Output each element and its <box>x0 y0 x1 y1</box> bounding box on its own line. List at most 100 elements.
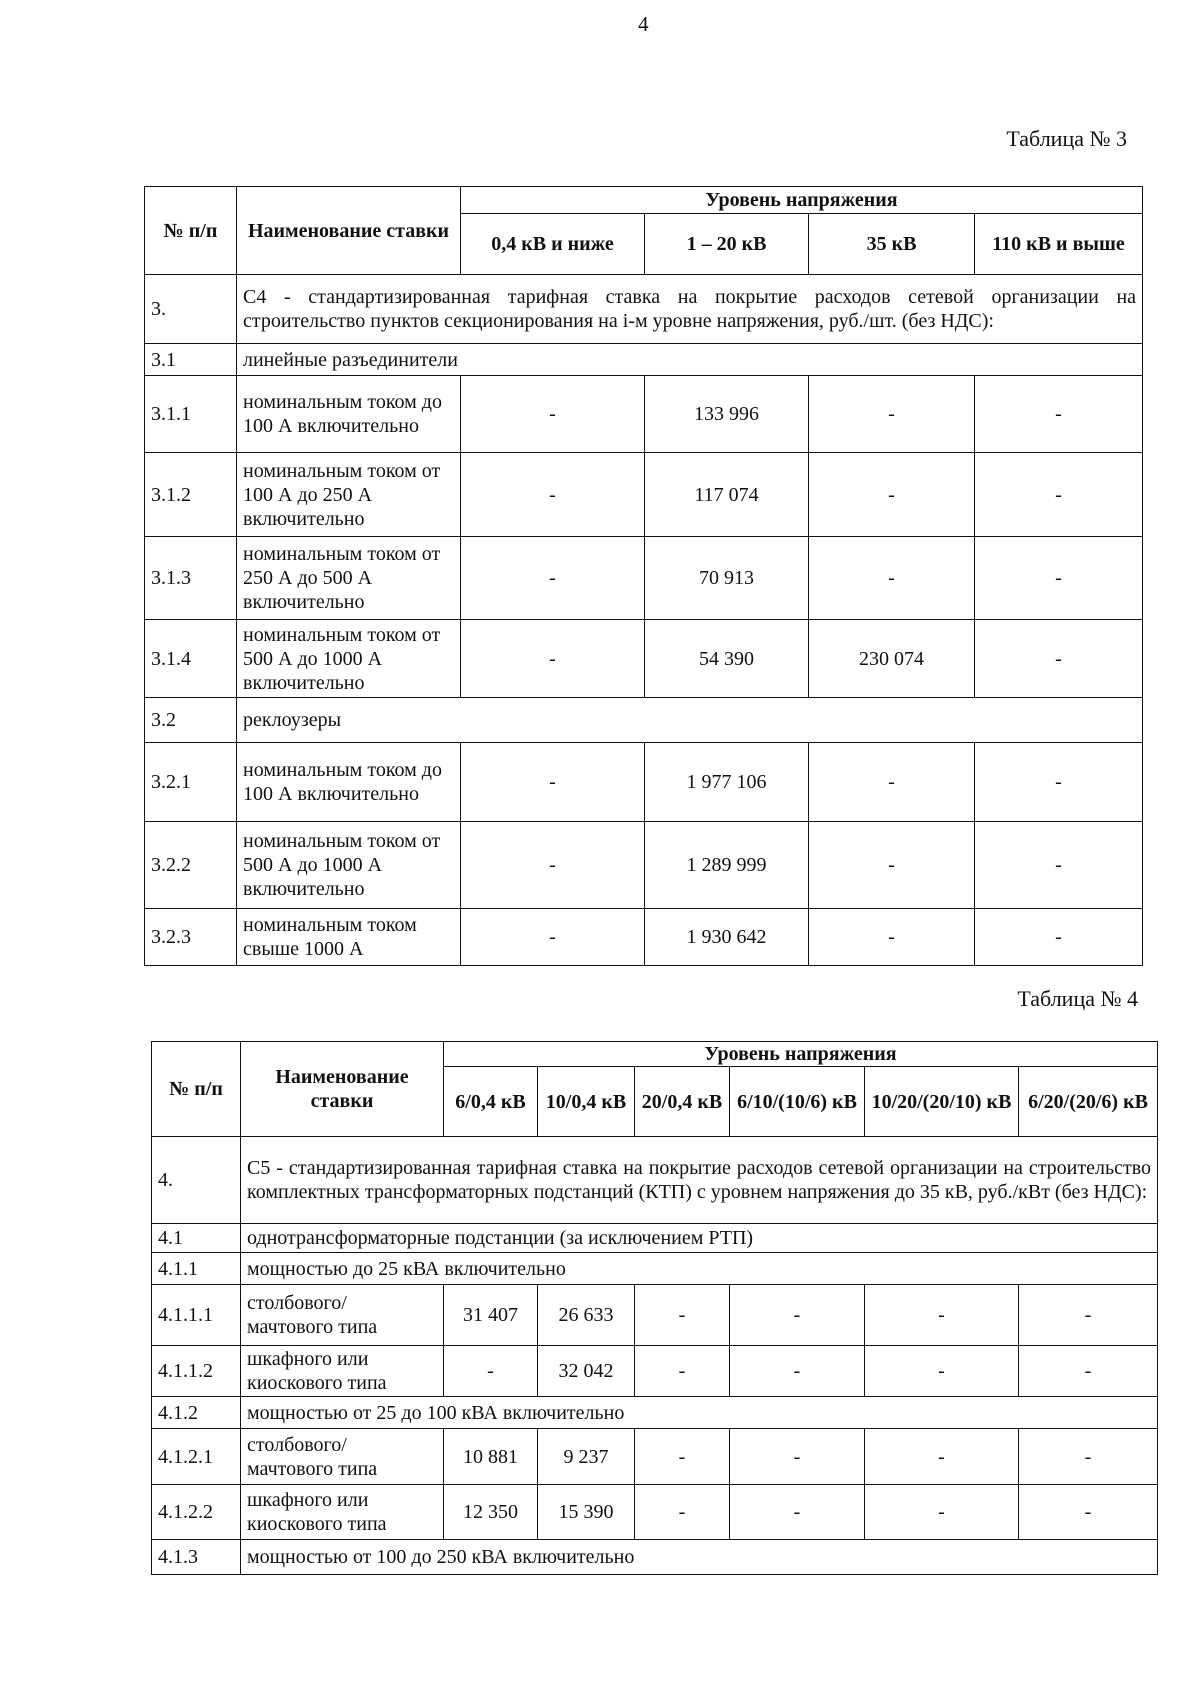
header-voltage-col: 6/20/(20/6) кВ <box>1017 1066 1159 1137</box>
row-name: номинальным током свыше 1000 А <box>236 908 461 966</box>
page-number: 4 <box>638 12 649 36</box>
table-row: 4. С5 - стандартизированная тарифная став… <box>151 1136 1159 1224</box>
row-section-title: мощностью до 25 кВА включительно <box>239 1252 1159 1285</box>
rate-value: - <box>864 1428 1019 1485</box>
rate-value: - <box>460 452 645 537</box>
rate-value: - <box>973 375 1144 453</box>
rate-value: 1 977 106 <box>644 742 809 822</box>
header-voltage-col: 6/0,4 кВ <box>443 1066 538 1137</box>
header-row: 6/0,4 кВ 10/0,4 кВ 20/0,4 кВ 6/10/(10/6) кВ… <box>152 1066 1159 1137</box>
row-name: столбового/ мачтового типа <box>240 1284 444 1346</box>
row-number: 4.1.3 <box>151 1539 241 1575</box>
rate-value: - <box>973 821 1144 909</box>
row-section-title: линейные разъединители <box>235 343 1144 376</box>
row-name: номинальным током от 500 А до 1000 А вкл… <box>236 619 461 698</box>
header-voltage-level: Уровень напряжения <box>459 186 1144 214</box>
rate-value: - <box>460 742 645 822</box>
rate-value: 230 074 <box>808 619 975 698</box>
table-row: 3. С4 - стандартизированная тарифная став… <box>144 274 1144 344</box>
rate-value: 1 289 999 <box>644 821 809 909</box>
header-voltage-col: 1 – 20 кВ <box>644 213 809 275</box>
row-number: 4.1.2 <box>151 1396 241 1429</box>
header-name: Наименование ставки <box>240 1041 444 1137</box>
rate-value: - <box>1017 1284 1159 1346</box>
rate-value: - <box>973 908 1144 966</box>
row-name: номинальным током от 100 А до 250 А вклю… <box>236 452 461 537</box>
header-voltage-col: 10/20/(20/10) кВ <box>864 1066 1019 1137</box>
header-voltage-col: 0,4 кВ и ниже <box>460 213 645 275</box>
row-name: номинальным током до 100 А включительно <box>236 375 461 453</box>
table-row: 4.1.2 мощностью от 25 до 100 кВА включите… <box>151 1396 1159 1429</box>
row-section-title: мощностью от 25 до 100 кВА включительно <box>239 1396 1159 1429</box>
rate-value: 15 390 <box>537 1484 635 1540</box>
rate-value: - <box>634 1428 730 1485</box>
rate-value: - <box>729 1284 865 1346</box>
row-name: столбового/ мачтового типа <box>240 1428 444 1485</box>
rate-value: - <box>729 1345 865 1397</box>
row-section-title: однотрансформаторные подстанции (за искл… <box>239 1223 1159 1253</box>
rate-value: - <box>808 821 975 909</box>
rate-value: - <box>1017 1428 1159 1485</box>
table-row: 4.1.1.2 шкафного или киоскового типа -32 0… <box>151 1345 1159 1397</box>
row-section-title: С4 - стандартизированная тарифная ставка… <box>235 274 1144 344</box>
row-number: 3.1 <box>144 343 237 376</box>
rate-value: - <box>864 1484 1019 1540</box>
rate-value: - <box>973 742 1144 822</box>
header-voltage-col: 10/0,4 кВ <box>537 1066 635 1137</box>
rate-value: - <box>808 452 975 537</box>
row-name: шкафного или киоскового типа <box>240 1484 444 1540</box>
rate-value: - <box>973 536 1144 620</box>
rate-value: - <box>460 619 645 698</box>
rate-value: - <box>864 1284 1019 1346</box>
row-number: 3.2.1 <box>144 742 237 822</box>
table-row: 3.2.1 номинальным током до 100 А включите… <box>144 742 1144 822</box>
rate-value: - <box>1017 1345 1159 1397</box>
row-number: 3.1.2 <box>144 452 237 537</box>
row-number: 4.1 <box>151 1223 241 1253</box>
rate-value: - <box>460 375 645 453</box>
rate-value: - <box>634 1345 730 1397</box>
table-row: 3.2.3 номинальным током свыше 1000 А-1 93… <box>144 908 1144 966</box>
row-section-title: С5 - стандартизированная тарифная ставка… <box>239 1136 1159 1224</box>
header-voltage-col: 110 кВ и выше <box>973 213 1144 275</box>
rate-value: - <box>729 1428 865 1485</box>
table-3: № п/п Наименование ставки Уровень напряжен… <box>144 186 1144 966</box>
rate-value: - <box>808 742 975 822</box>
table-row: 4.1.1 мощностью до 25 кВА включительно <box>151 1252 1159 1285</box>
rate-value: - <box>460 821 645 909</box>
table-row: 4.1 однотрансформаторные подстанции (за и… <box>151 1223 1159 1253</box>
table-4: № п/п Наименование ставки Уровень напряжен… <box>151 1041 1159 1575</box>
header-voltage-col: 6/10/(10/6) кВ <box>729 1066 865 1137</box>
table-row: 4.1.1.1 столбового/ мачтового типа 31 407 2… <box>151 1284 1159 1346</box>
rate-value: - <box>634 1484 730 1540</box>
header-row: 0,4 кВ и ниже 1 – 20 кВ 35 кВ 110 кВ и выше <box>145 213 1144 275</box>
table-row: 3.1.4 номинальным током от 500 А до 1000 … <box>144 619 1144 698</box>
header-row: № п/п Наименование ставки Уровень напряжен… <box>144 186 1144 275</box>
header-row: № п/п Наименование ставки Уровень напряжен… <box>151 1041 1159 1137</box>
rate-value: - <box>460 908 645 966</box>
header-voltage-col: 20/0,4 кВ <box>634 1066 730 1137</box>
row-number: 4.1.1.1 <box>151 1284 241 1346</box>
row-number: 3.1.3 <box>144 536 237 620</box>
rate-value: - <box>729 1484 865 1540</box>
rate-value: - <box>808 908 975 966</box>
table-row: 3.2 реклоузеры <box>144 697 1144 743</box>
row-name: номинальным током от 250 А до 500 А вклю… <box>236 536 461 620</box>
rate-value: 10 881 <box>443 1428 538 1485</box>
rate-value: 12 350 <box>443 1484 538 1540</box>
table-row: 4.1.2.1 столбового/ мачтового типа 10 881 9… <box>151 1428 1159 1485</box>
rate-value: - <box>973 452 1144 537</box>
row-number: 3.2.2 <box>144 821 237 909</box>
header-name: Наименование ставки <box>236 186 461 275</box>
rate-value: - <box>864 1345 1019 1397</box>
row-number: 4.1.2.2 <box>151 1484 241 1540</box>
rate-value: 26 633 <box>537 1284 635 1346</box>
table-row: 3.1.3 номинальным током от 250 А до 500 А… <box>144 536 1144 620</box>
rate-value: - <box>973 619 1144 698</box>
table-row: 3.1 линейные разъединители <box>144 343 1144 376</box>
header-num: № п/п <box>144 186 237 275</box>
rate-value: 54 390 <box>644 619 809 698</box>
header-voltage-col: 35 кВ <box>808 213 975 275</box>
row-number: 3.2.3 <box>144 908 237 966</box>
